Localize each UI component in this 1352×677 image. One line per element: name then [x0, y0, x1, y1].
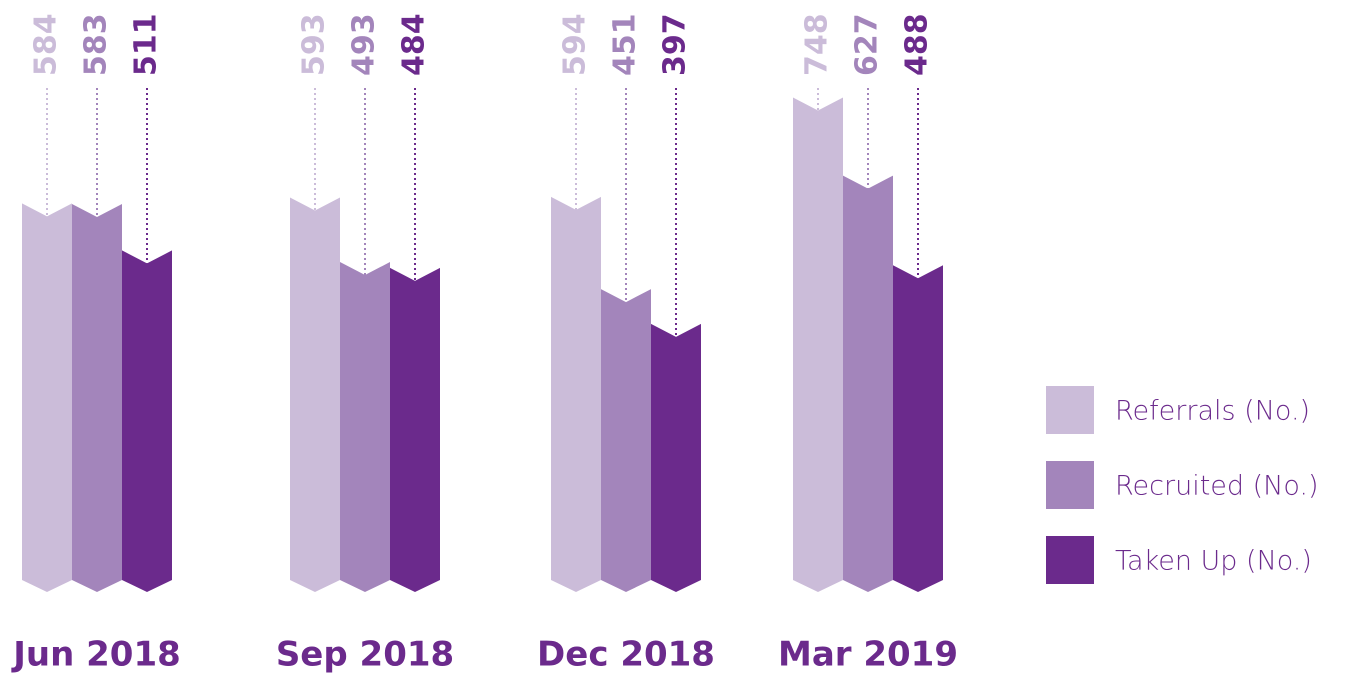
value-label: 511: [129, 13, 164, 76]
legend-label: Recruited (No.): [1115, 471, 1319, 502]
value-label: 583: [79, 13, 114, 76]
value-label: 488: [900, 13, 935, 76]
bar: [122, 250, 172, 592]
x-tick-label: Jun 2018: [11, 635, 181, 675]
bar: [893, 265, 943, 592]
x-tick-label: Mar 2019: [778, 635, 958, 675]
legend-label: Referrals (No.): [1115, 396, 1310, 427]
legend-swatch: [1046, 461, 1094, 509]
bar: [551, 196, 601, 592]
legend-label: Taken Up (No.): [1115, 546, 1312, 577]
legend-swatch: [1046, 536, 1094, 584]
bar: [390, 267, 440, 592]
value-label: 397: [658, 13, 693, 76]
legend-swatch: [1046, 386, 1094, 434]
bar: [651, 323, 701, 592]
bar: [340, 262, 390, 592]
value-label: 584: [29, 13, 64, 76]
value-label: 593: [297, 13, 332, 76]
bar: [601, 289, 651, 592]
bar: [793, 97, 843, 592]
bar: [843, 175, 893, 592]
bar: [72, 203, 122, 592]
value-label: 484: [397, 13, 432, 76]
x-tick-label: Sep 2018: [276, 635, 454, 675]
bar: [22, 203, 72, 592]
value-label: 493: [347, 13, 382, 76]
value-label: 594: [558, 13, 593, 76]
value-label: 748: [800, 13, 835, 76]
x-tick-label: Dec 2018: [537, 635, 715, 675]
bar: [290, 197, 340, 592]
value-label: 451: [608, 13, 643, 76]
value-label: 627: [850, 13, 885, 76]
